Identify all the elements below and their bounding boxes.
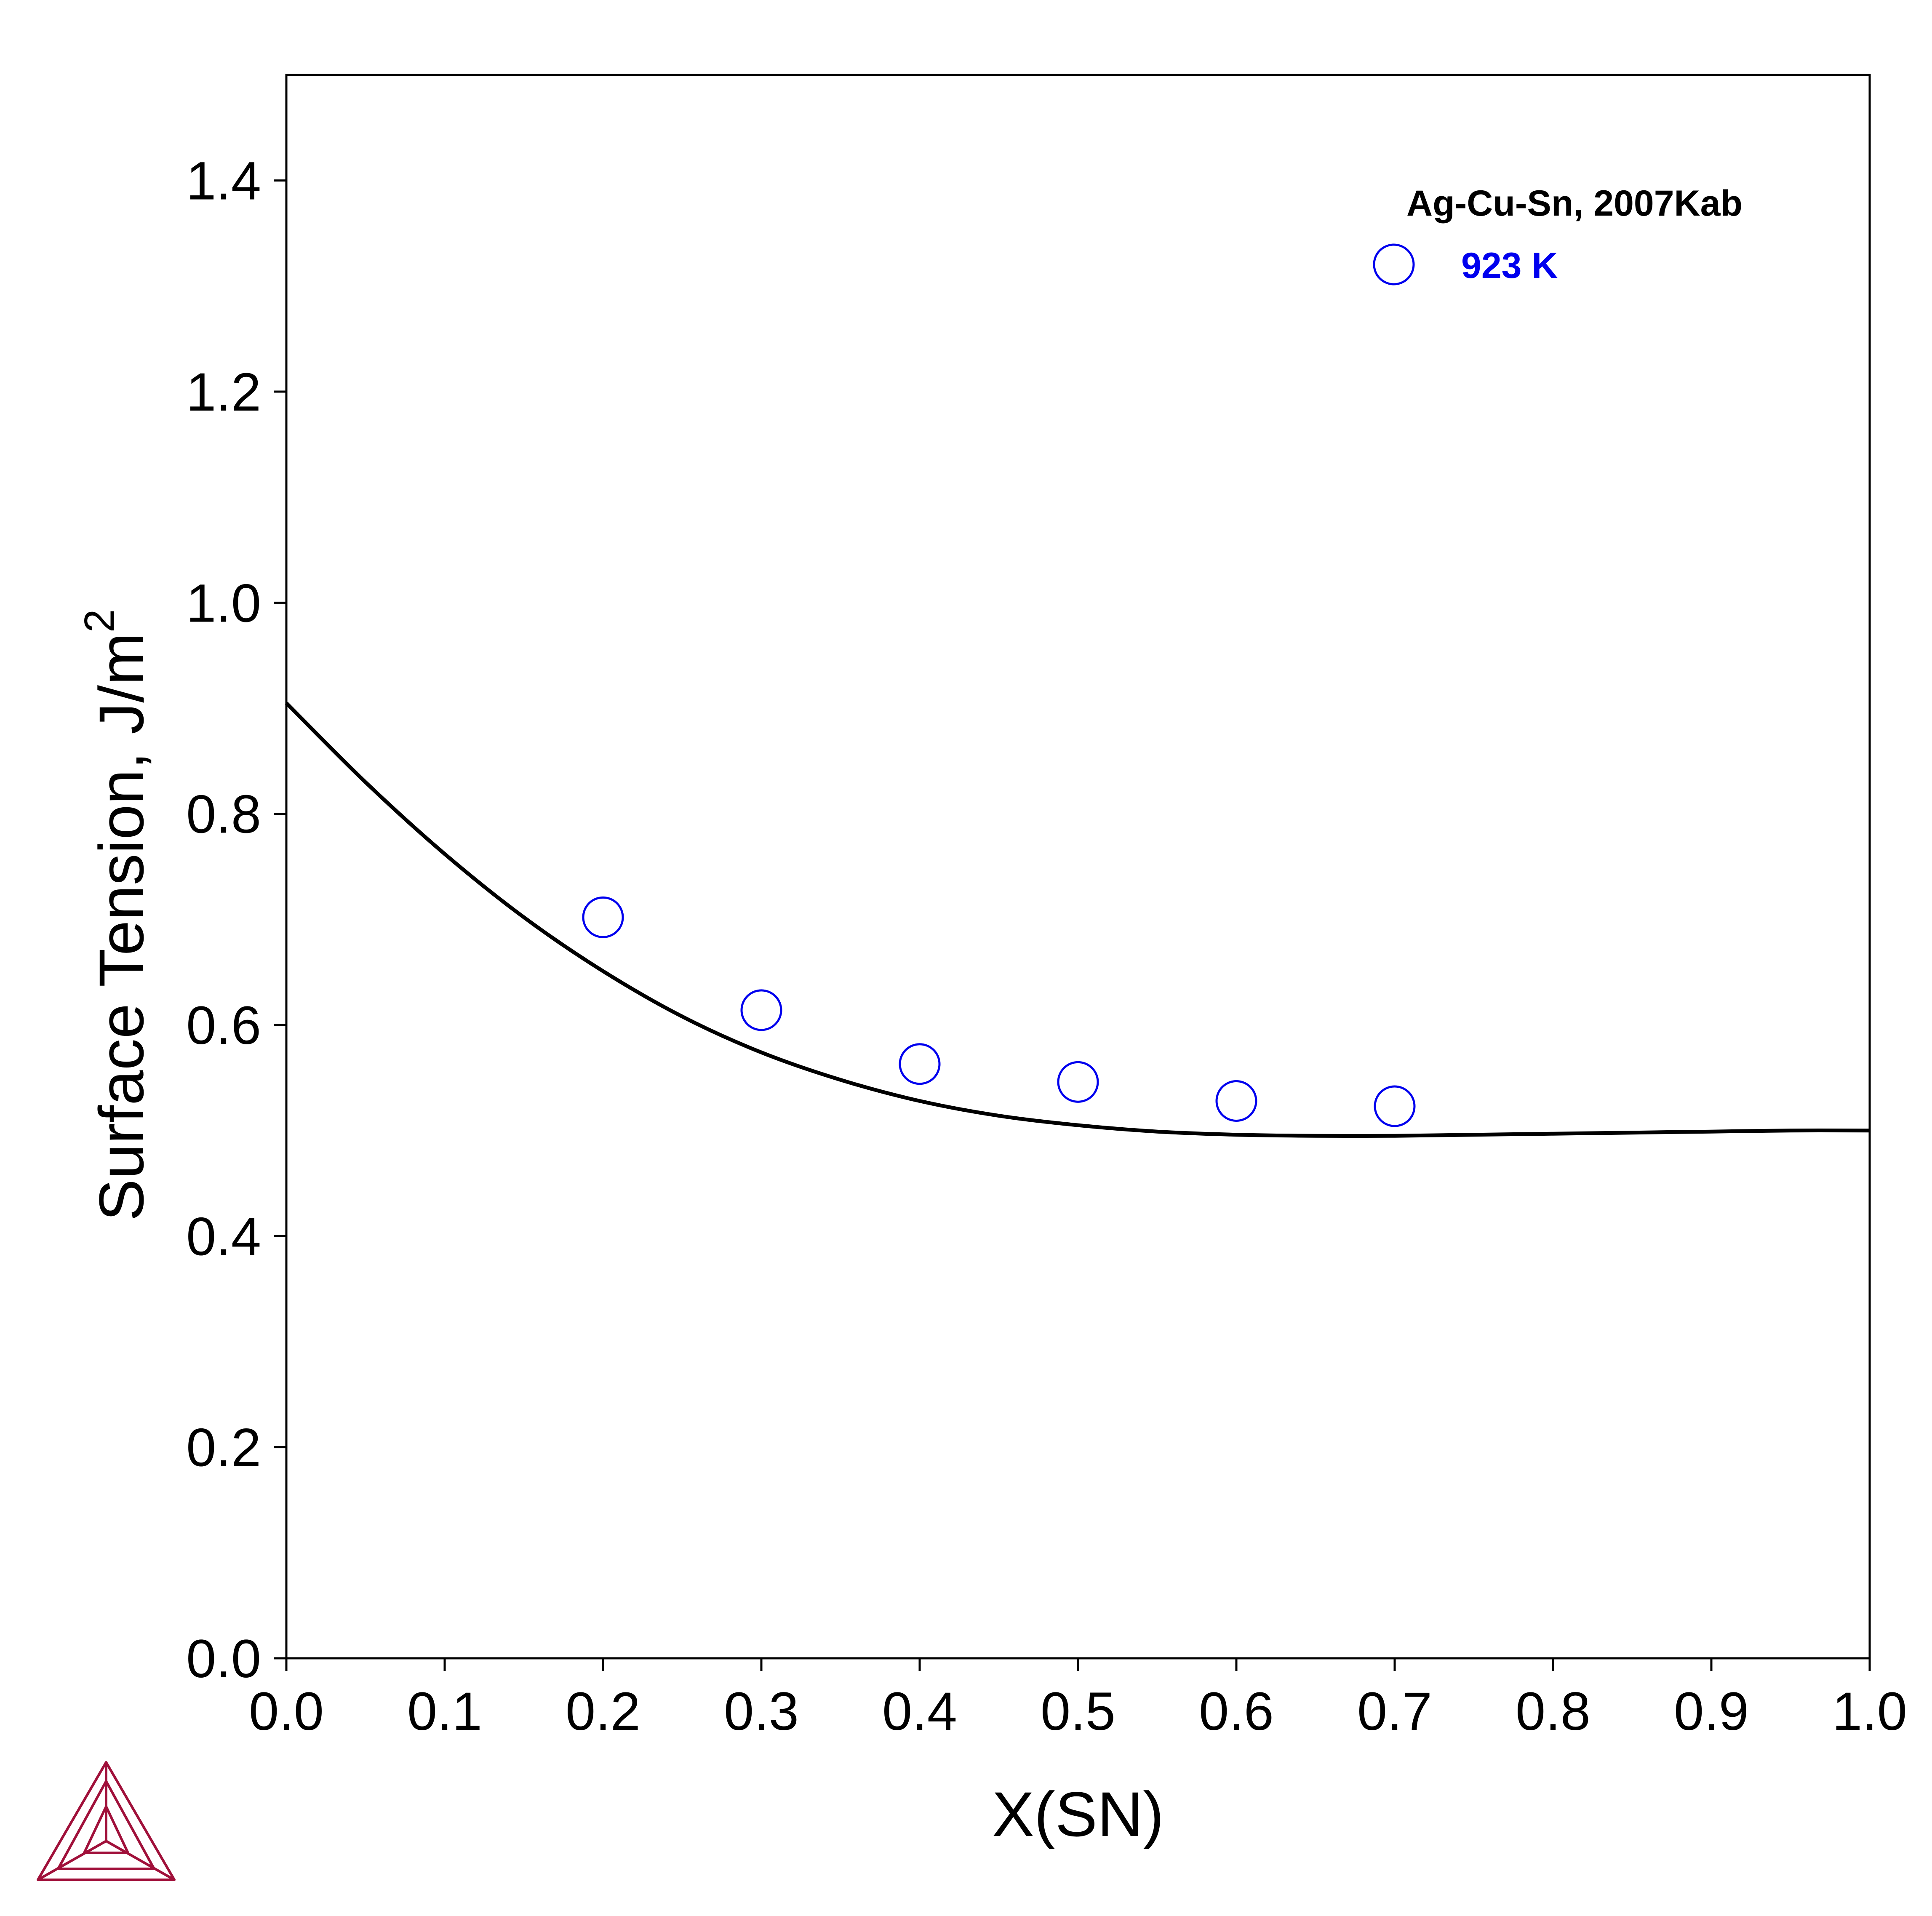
legend-title: Ag-Cu-Sn, 2007Kab	[1406, 183, 1743, 224]
x-tick-label: 0.9	[1674, 1681, 1749, 1742]
data-point	[582, 896, 624, 938]
y-tick-label: 1.4	[186, 151, 261, 211]
data-point	[1215, 1080, 1257, 1122]
data-point	[740, 989, 782, 1031]
experimental-points	[582, 896, 1416, 1127]
model-curve	[285, 702, 1870, 1138]
plot-frame	[285, 74, 1871, 1660]
y-tick-label: 0.0	[186, 1629, 261, 1689]
x-axis-title: X(SN)	[992, 1779, 1164, 1849]
x-tick-label: 0.2	[566, 1681, 640, 1742]
x-tick-label: 0.5	[1041, 1681, 1115, 1742]
x-tick-label: 0.0	[249, 1681, 324, 1742]
y-axis-title-superscript: 2	[76, 609, 123, 632]
y-axis-ticks: 0.0 0.2 0.4 0.6 0.8 1.0 1.2 1.4	[186, 151, 286, 1689]
y-tick-label: 1.0	[186, 573, 261, 633]
y-axis-title-main: Surface Tension, J/m	[86, 632, 157, 1221]
y-tick-label: 0.6	[186, 995, 261, 1056]
x-tick-label: 1.0	[1832, 1681, 1907, 1742]
x-axis-ticks: 0.0 0.1 0.2 0.3 0.4 0.5 0.6 0.7 0.8 0.9 1.0	[249, 1658, 1907, 1742]
y-tick-label: 1.2	[186, 362, 261, 422]
x-tick-label: 0.6	[1199, 1681, 1274, 1742]
y-tick-label: 0.8	[186, 785, 261, 845]
legend-label: 923 K	[1461, 246, 1558, 286]
legend: Ag-Cu-Sn, 2007Kab 923 K	[1373, 183, 1743, 286]
x-tick-label: 0.7	[1357, 1681, 1432, 1742]
thermo-calc-logo-icon	[37, 1761, 176, 1881]
y-tick-label: 0.2	[186, 1418, 261, 1478]
x-tick-label: 0.3	[724, 1681, 799, 1742]
legend-marker-icon	[1373, 243, 1415, 286]
x-tick-label: 0.1	[407, 1681, 482, 1742]
data-point	[1374, 1085, 1416, 1127]
x-tick-label: 0.4	[882, 1681, 957, 1742]
data-point	[899, 1043, 941, 1085]
y-tick-label: 0.4	[186, 1206, 261, 1267]
x-tick-label: 0.8	[1516, 1681, 1590, 1742]
y-axis-title: Surface Tension, J/m2	[76, 609, 157, 1221]
data-point	[1057, 1061, 1099, 1103]
